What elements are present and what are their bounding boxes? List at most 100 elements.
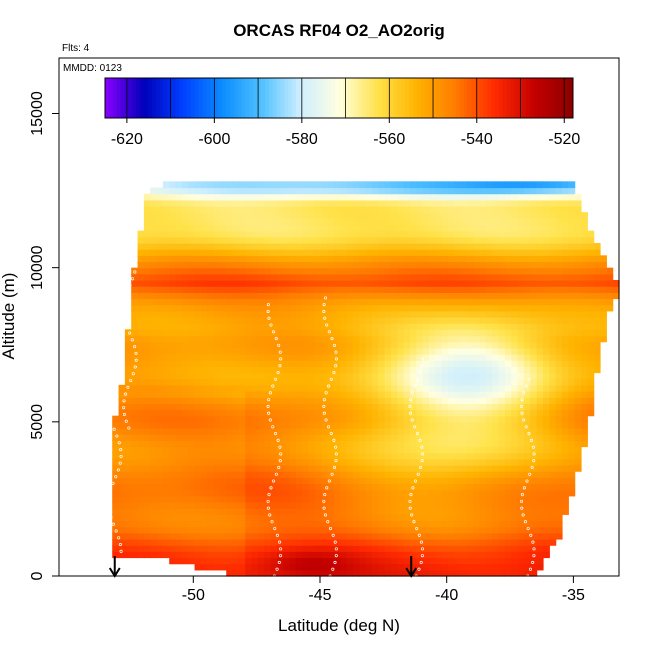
heat-cell (112, 471, 119, 478)
heat-cell (499, 268, 506, 275)
heat-cell (176, 317, 183, 324)
heat-cell (530, 280, 537, 287)
heat-cell (524, 262, 531, 269)
heat-cell (505, 280, 512, 287)
heat-cell (163, 200, 170, 207)
heat-cell (144, 465, 151, 472)
heat-cell (328, 428, 335, 435)
heat-cell (169, 447, 176, 454)
heat-cell (556, 422, 563, 429)
heat-cell (511, 502, 518, 509)
heat-cell (163, 428, 170, 435)
heat-cell (334, 342, 341, 349)
heat-cell (290, 218, 297, 225)
heat-cell (347, 434, 354, 441)
heat-cell (562, 249, 569, 256)
heat-cell (125, 471, 132, 478)
heat-cell (252, 391, 259, 398)
heat-cell (473, 237, 480, 244)
heat-cell (549, 311, 556, 318)
heat-cell (226, 268, 233, 275)
heat-cell (423, 496, 430, 503)
heat-cell (537, 403, 544, 410)
heat-cell (378, 416, 385, 423)
heat-cell (163, 225, 170, 232)
heat-cell (537, 453, 544, 460)
heat-cell (353, 447, 360, 454)
heat-cell (245, 268, 252, 275)
heat-cell (397, 237, 404, 244)
heat-cell (486, 329, 493, 336)
heat-cell (397, 243, 404, 250)
heat-cell (347, 527, 354, 534)
heat-cell (163, 477, 170, 484)
heat-cell (290, 465, 297, 472)
heat-cell (271, 477, 278, 484)
heat-cell (125, 477, 132, 484)
heat-cell (201, 403, 208, 410)
heat-cell (594, 366, 601, 373)
heat-cell (296, 385, 303, 392)
heat-cell (182, 502, 189, 509)
heat-cell (340, 299, 347, 306)
heat-cell (537, 385, 544, 392)
heat-cell (176, 484, 183, 491)
heat-cell (480, 539, 487, 546)
heat-cell (258, 545, 265, 552)
heat-cell (391, 243, 398, 250)
heat-cell (144, 397, 151, 404)
heat-cell (315, 416, 322, 423)
heat-cell (454, 181, 461, 188)
heat-cell (334, 379, 341, 386)
heat-cell (315, 274, 322, 281)
heat-cell (429, 348, 436, 355)
heat-cell (454, 551, 461, 558)
heat-cell (366, 342, 373, 349)
heat-cell (309, 255, 316, 262)
heat-cell (416, 225, 423, 232)
heat-cell (435, 428, 442, 435)
heat-cell (138, 422, 145, 429)
heat-cell (492, 243, 499, 250)
heat-cell (176, 243, 183, 250)
heat-cell (499, 459, 506, 466)
heat-cell (587, 403, 594, 410)
heat-cell (518, 181, 525, 188)
heat-cell (524, 514, 531, 521)
heat-cell (543, 410, 550, 417)
heat-cell (328, 299, 335, 306)
heat-cell (226, 249, 233, 256)
heat-cell (391, 416, 398, 423)
heat-cell (334, 268, 341, 275)
heat-cell (575, 453, 582, 460)
heat-cell (315, 243, 322, 250)
heat-cell (176, 299, 183, 306)
heat-cell (220, 527, 227, 534)
heat-cell (207, 206, 214, 213)
heat-cell (429, 434, 436, 441)
heat-cell (302, 218, 309, 225)
heat-cell (549, 274, 556, 281)
heat-cell (195, 348, 202, 355)
heat-cell (252, 447, 259, 454)
heat-cell (486, 255, 493, 262)
heat-cell (334, 496, 341, 503)
heat-cell (518, 317, 525, 324)
heat-cell (492, 379, 499, 386)
heat-cell (264, 440, 271, 447)
heat-cell (518, 212, 525, 219)
heat-cell (442, 360, 449, 367)
heat-cell (182, 336, 189, 343)
heat-cell (157, 231, 164, 238)
heat-cell (220, 459, 227, 466)
heat-cell (423, 218, 430, 225)
heat-cell (131, 366, 138, 373)
heat-cell (321, 360, 328, 367)
heat-cell (214, 379, 221, 386)
colorbar-segment (534, 78, 538, 118)
heat-cell (372, 286, 379, 293)
heat-cell (271, 502, 278, 509)
heat-cell (378, 311, 385, 318)
heat-cell (410, 354, 417, 361)
heat-cell (410, 299, 417, 306)
